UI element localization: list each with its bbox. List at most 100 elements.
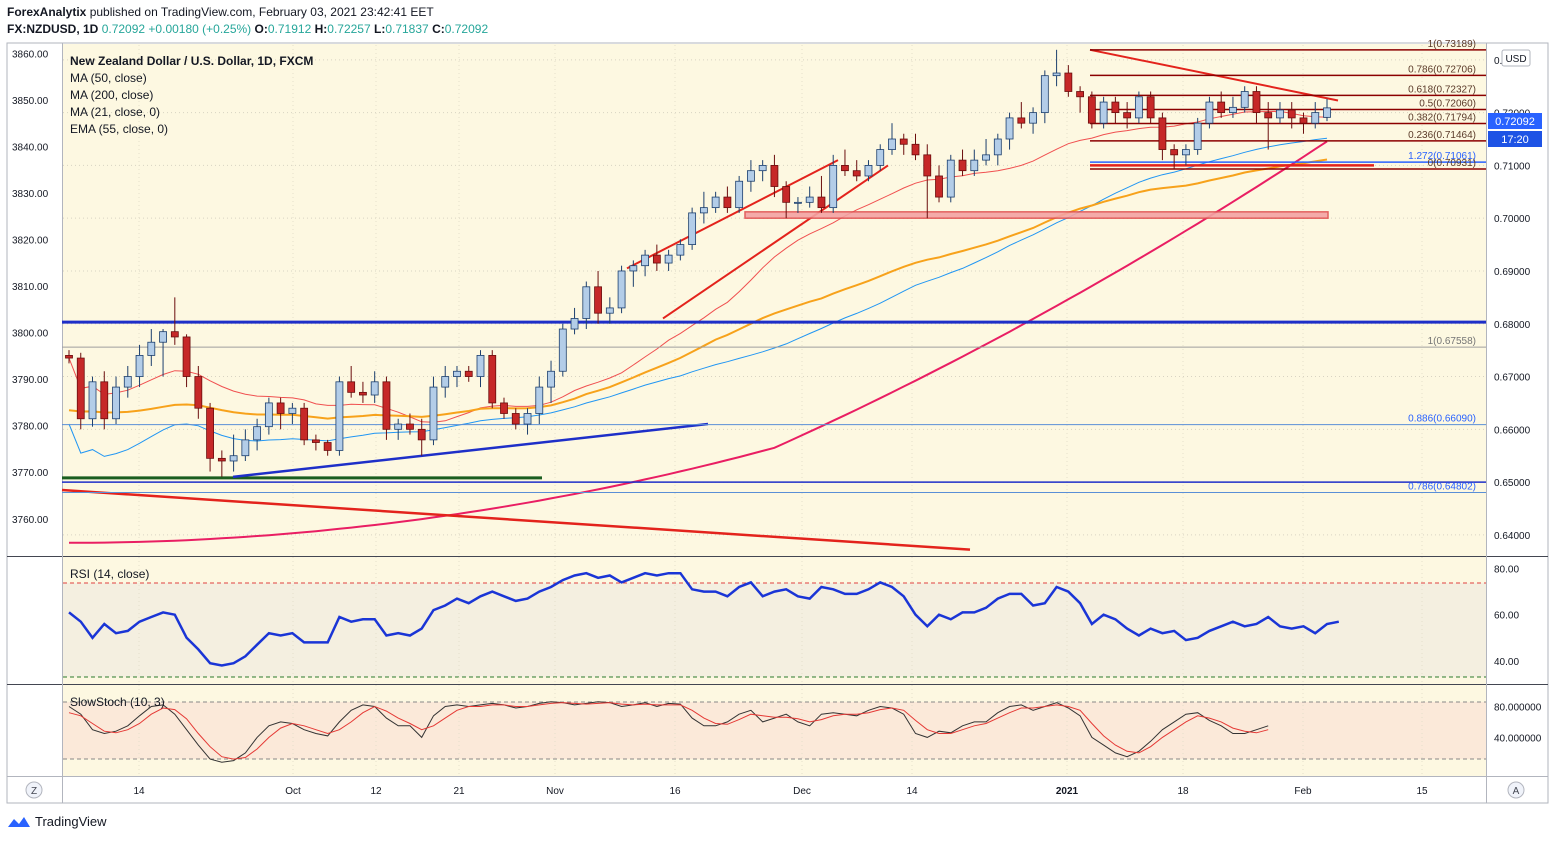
candle-body: [253, 426, 262, 441]
candle-body: [1111, 101, 1120, 114]
rsi-axis-tick: 40.00: [1494, 657, 1519, 668]
candle-body: [1217, 101, 1226, 114]
left-axis-tick: 3860.00: [12, 49, 49, 60]
candle-body: [276, 402, 285, 414]
candle-body: [982, 154, 990, 161]
candle-body: [864, 165, 873, 177]
candle-body: [805, 196, 814, 203]
candle-body: [899, 138, 908, 145]
close-value: 0.72092: [444, 22, 489, 36]
rsi-label[interactable]: RSI (14, close): [70, 567, 149, 581]
legend-ema55[interactable]: EMA (55, close, 0): [70, 122, 168, 136]
stoch-label[interactable]: SlowStoch (10, 3): [70, 695, 165, 709]
candle-body: [311, 439, 320, 443]
legend-ma21[interactable]: MA (21, close, 0): [70, 105, 160, 119]
high-value: 0.72257: [327, 22, 371, 36]
fib-label: 0.786(0.72706): [1408, 64, 1476, 75]
candle-body: [1299, 117, 1308, 124]
candle-body: [1029, 112, 1037, 124]
candle-body: [582, 286, 591, 319]
fibonacci-levels[interactable]: 1(0.73189) 0.786(0.72706) 0.618(0.72327) 0.…: [62, 39, 1486, 494]
candle-body: [523, 413, 532, 425]
auto-scale-button[interactable]: [1507, 781, 1525, 799]
fib-label: 0.382(0.71794): [1408, 112, 1476, 123]
candle-body: [935, 175, 943, 198]
chart-title: New Zealand Dollar / U.S. Dollar, 1D, FX…: [70, 54, 313, 68]
symbol: FX:NZDUSD, 1D: [7, 22, 99, 36]
fib-label: 0.236(0.71464): [1408, 130, 1476, 141]
candle-body: [1158, 117, 1167, 150]
candle-body: [323, 442, 332, 451]
ema55-line: [68, 158, 1328, 420]
candle-body: [794, 201, 802, 204]
candle-body: [547, 370, 555, 388]
left-axis-tick: 3800.00: [12, 329, 49, 340]
stoch-series: [68, 701, 1269, 763]
candle-body: [923, 154, 932, 177]
candle-body: [382, 381, 391, 430]
candle-body: [1311, 112, 1320, 124]
resistance-zone: [744, 211, 1329, 219]
candle-body: [946, 159, 955, 198]
auto-icon: A: [1513, 786, 1520, 797]
right-axis-tick: 0.71000: [1494, 161, 1531, 172]
publish-info: ForexAnalytix published on TradingView.c…: [7, 5, 434, 19]
x-axis-tick: 14: [906, 786, 918, 797]
rsi-band: [63, 583, 1486, 677]
candle-body: [347, 381, 356, 393]
footer-brand[interactable]: TradingView: [7, 814, 107, 829]
candles[interactable]: [65, 49, 1331, 477]
candle-body: [676, 244, 685, 256]
zoom-icon: Z: [31, 786, 37, 797]
candle-body: [241, 439, 250, 457]
trend-drawings[interactable]: [61, 48, 1486, 551]
candle-body: [1276, 109, 1284, 119]
candle-body: [1146, 96, 1155, 119]
candle-body: [159, 331, 167, 343]
publisher-name[interactable]: ForexAnalytix: [7, 5, 87, 19]
candle-body: [817, 196, 826, 209]
x-axis-tick: Feb: [1294, 786, 1312, 797]
candle-body: [993, 138, 1002, 156]
axes-labels: 0.730000.720000.710000.700000.690000.680…: [12, 49, 1542, 797]
candle-body: [841, 165, 849, 172]
right-axis-tick: 0.68000: [1494, 320, 1531, 331]
timezone-button[interactable]: [25, 781, 43, 799]
candle-body: [629, 265, 638, 272]
price-change: +0.00180 (+0.25%): [148, 22, 252, 36]
left-axis-tick: 3830.00: [12, 189, 49, 200]
candle-body: [1040, 75, 1049, 114]
left-axis-tick: 3760.00: [12, 515, 49, 526]
candle-body: [1323, 107, 1331, 118]
candle-body: [770, 165, 779, 187]
candle-body: [370, 381, 379, 396]
candle-body: [300, 407, 309, 441]
candle-body: [664, 254, 673, 264]
right-axis-tick: 0.65000: [1494, 478, 1531, 489]
candle-body: [758, 165, 767, 172]
candle-body: [747, 170, 755, 182]
candle-body: [1252, 91, 1261, 114]
currency-box[interactable]: [1501, 49, 1531, 67]
open-value: 0.71912: [267, 22, 312, 36]
candle-body: [1170, 149, 1179, 156]
candle-body: [652, 254, 661, 264]
candle-body: [911, 143, 920, 156]
candle-body: [1287, 109, 1296, 119]
candle-body: [65, 355, 73, 359]
candle-body: [1205, 101, 1214, 124]
x-axis-tick: Oct: [285, 786, 301, 797]
candle-body: [958, 159, 967, 172]
candle-body: [735, 180, 744, 209]
legend-ma50[interactable]: MA (50, close): [70, 71, 147, 85]
right-axis-tick: 0.66000: [1494, 425, 1531, 436]
candle-body: [1240, 91, 1249, 108]
channel-top: [626, 159, 839, 270]
right-axis-tick: 0.70000: [1494, 214, 1531, 225]
left-axis-tick: 3850.00: [12, 96, 49, 107]
legend-ma200[interactable]: MA (200, close): [70, 88, 153, 102]
x-axis-tick: 15: [1416, 786, 1428, 797]
candle-body: [1229, 106, 1237, 114]
stoch-k-line: [68, 701, 1269, 763]
